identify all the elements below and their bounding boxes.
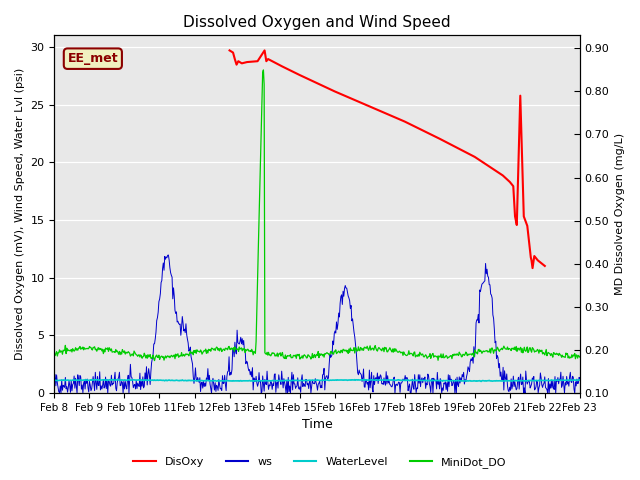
ws xyxy=(397,380,405,386)
WaterLevel xyxy=(88,377,95,383)
WaterLevel xyxy=(51,377,58,383)
WaterLevel xyxy=(381,377,389,383)
DisOxy xyxy=(499,172,507,178)
DisOxy xyxy=(296,72,303,78)
DisOxy xyxy=(260,48,268,53)
DisOxy xyxy=(511,214,519,219)
Line: MiniDot_DO: MiniDot_DO xyxy=(54,70,580,360)
Text: EE_met: EE_met xyxy=(68,52,118,65)
DisOxy xyxy=(233,62,241,68)
MiniDot_DO xyxy=(576,354,584,360)
DisOxy xyxy=(506,179,514,185)
DisOxy xyxy=(516,93,524,98)
Title: Dissolved Oxygen and Wind Speed: Dissolved Oxygen and Wind Speed xyxy=(183,15,451,30)
MiniDot_DO xyxy=(196,349,204,355)
DisOxy xyxy=(278,63,286,69)
MiniDot_DO xyxy=(397,349,405,355)
DisOxy xyxy=(234,58,242,64)
DisOxy xyxy=(471,154,479,160)
MiniDot_DO xyxy=(150,358,158,363)
MiniDot_DO xyxy=(260,67,268,73)
DisOxy xyxy=(264,56,272,62)
ws xyxy=(196,389,204,395)
Legend: DisOxy, ws, WaterLevel, MiniDot_DO: DisOxy, ws, WaterLevel, MiniDot_DO xyxy=(129,452,511,472)
DisOxy xyxy=(520,214,527,219)
DisOxy xyxy=(253,58,261,64)
DisOxy xyxy=(527,254,534,260)
DisOxy xyxy=(231,56,239,62)
ws xyxy=(57,390,65,396)
X-axis label: Time: Time xyxy=(301,419,333,432)
DisOxy xyxy=(524,223,531,229)
ws xyxy=(61,384,68,390)
ws xyxy=(169,296,177,302)
WaterLevel xyxy=(196,378,204,384)
MiniDot_DO xyxy=(382,345,390,351)
ws xyxy=(164,252,172,258)
Y-axis label: MD Dissolved Oxygen (mg/L): MD Dissolved Oxygen (mg/L) xyxy=(615,133,625,295)
MiniDot_DO xyxy=(114,349,122,355)
MiniDot_DO xyxy=(60,348,68,354)
WaterLevel xyxy=(115,377,122,383)
DisOxy xyxy=(331,88,339,94)
WaterLevel xyxy=(477,379,485,384)
WaterLevel xyxy=(168,377,176,383)
DisOxy xyxy=(243,59,251,65)
DisOxy xyxy=(226,48,234,53)
Line: ws: ws xyxy=(54,255,580,393)
DisOxy xyxy=(531,253,538,259)
MiniDot_DO xyxy=(168,353,176,359)
DisOxy xyxy=(513,222,520,228)
DisOxy xyxy=(366,104,374,109)
WaterLevel xyxy=(60,377,68,383)
DisOxy xyxy=(527,257,535,263)
DisOxy xyxy=(262,58,270,64)
ws xyxy=(382,369,390,374)
DisOxy xyxy=(238,60,246,66)
DisOxy xyxy=(436,136,444,142)
DisOxy xyxy=(509,183,517,189)
ws xyxy=(51,380,58,386)
DisOxy xyxy=(529,265,536,271)
DisOxy xyxy=(401,119,408,124)
Line: WaterLevel: WaterLevel xyxy=(54,380,580,382)
WaterLevel xyxy=(576,377,584,383)
MiniDot_DO xyxy=(51,353,58,359)
ws xyxy=(115,374,122,380)
WaterLevel xyxy=(397,378,404,384)
ws xyxy=(576,376,584,382)
DisOxy xyxy=(229,50,237,56)
Y-axis label: Dissolved Oxygen (mV), Wind Speed, Water Lvl (psi): Dissolved Oxygen (mV), Wind Speed, Water… xyxy=(15,68,25,360)
Line: DisOxy: DisOxy xyxy=(230,50,545,268)
DisOxy xyxy=(534,257,541,263)
DisOxy xyxy=(541,263,548,269)
